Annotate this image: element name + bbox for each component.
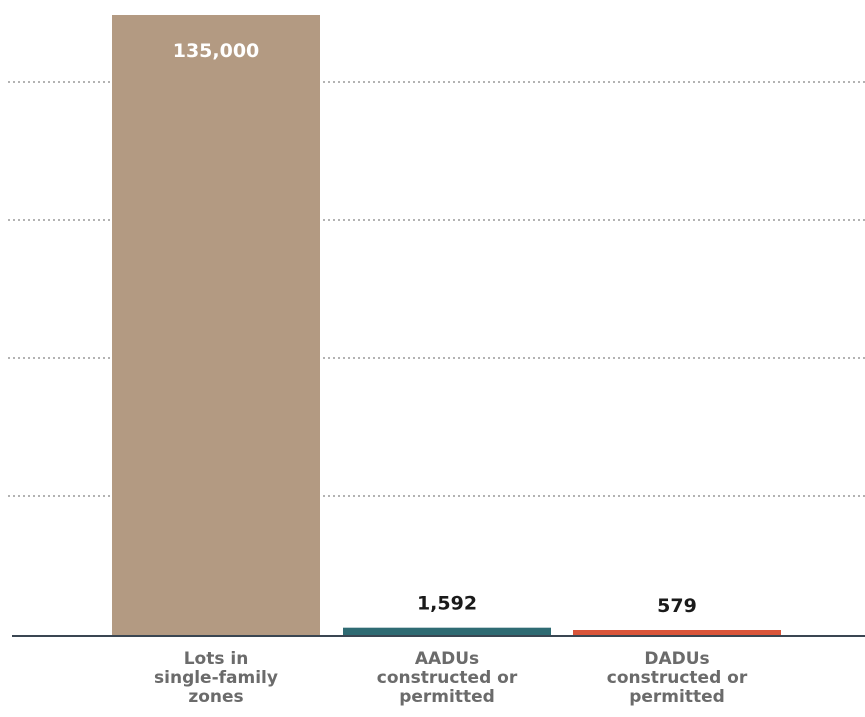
category-label-line: DADUs — [644, 649, 710, 669]
category-label: Lots in single-family zones — [111, 650, 321, 707]
category-label-line: single-family — [154, 668, 278, 688]
bar — [343, 627, 551, 635]
category-label-line: constructed or — [376, 668, 518, 688]
data-label: 579 — [657, 595, 697, 617]
category-label: AADUs constructed or permitted — [342, 650, 552, 707]
category-label-line: permitted — [629, 687, 725, 707]
category-label-line: zones — [188, 687, 244, 707]
data-labels: 135,000 1,592 579 — [173, 40, 697, 617]
bar — [112, 15, 320, 635]
category-label-line: AADUs — [414, 649, 480, 669]
data-label: 135,000 — [173, 40, 260, 62]
category-label-line: permitted — [399, 687, 495, 707]
data-label: 1,592 — [417, 593, 477, 615]
category-label: DADUs constructed or permitted — [572, 650, 782, 707]
bar — [573, 630, 781, 635]
category-label-line: Lots in — [183, 649, 249, 669]
bars — [112, 15, 781, 635]
category-label-line: constructed or — [606, 668, 748, 688]
